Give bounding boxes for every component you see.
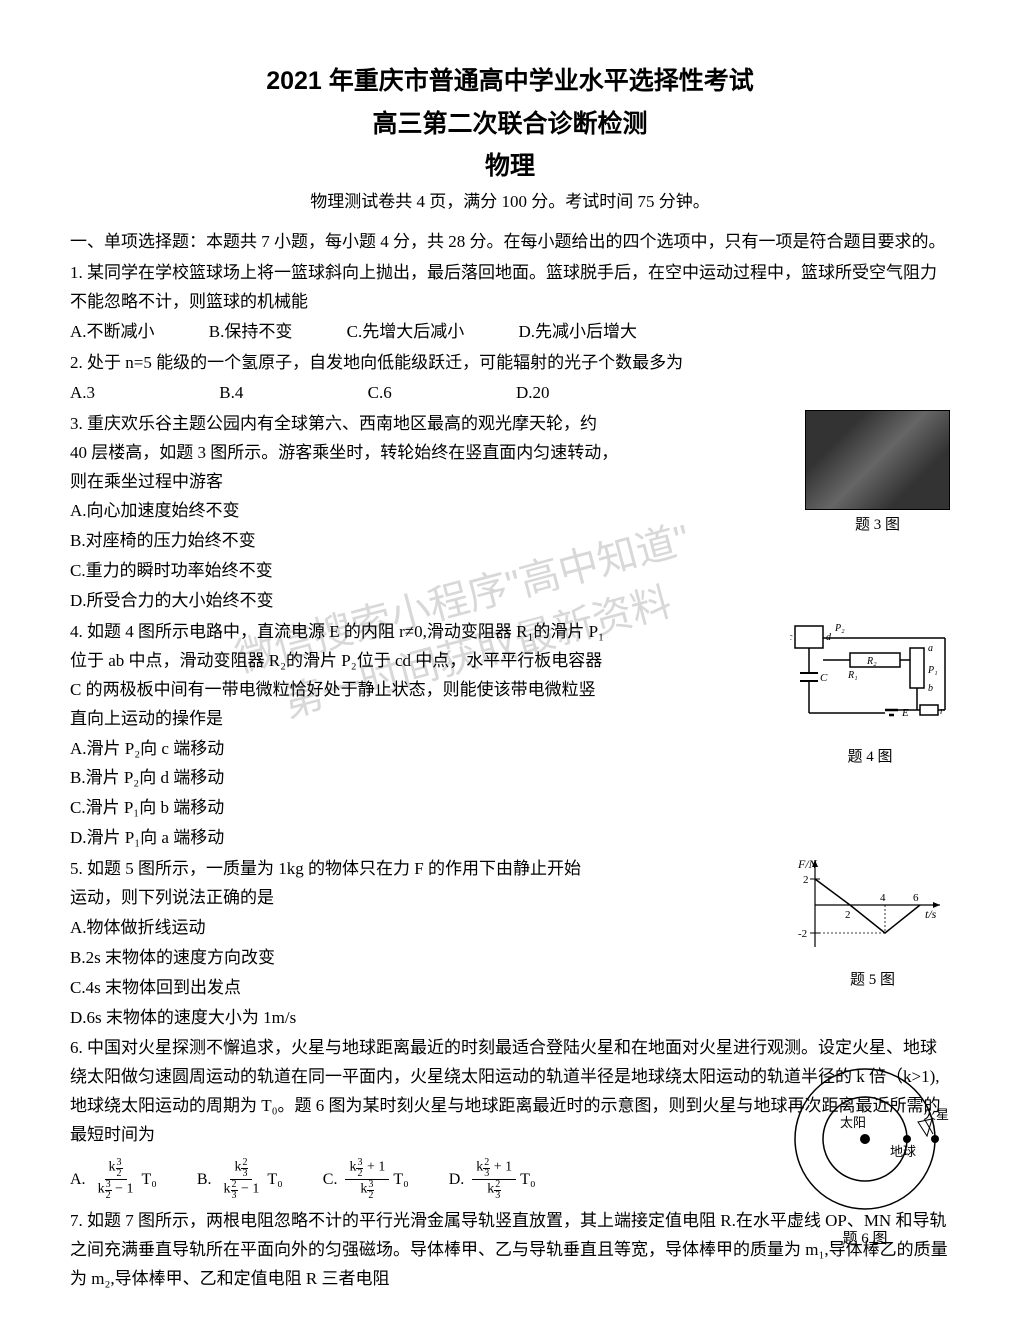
q5-text2: 运动，则下列说法正确的是 xyxy=(70,884,750,913)
q2-optC: C.6 xyxy=(368,379,392,408)
q2-text: 2. 处于 n=5 能级的一个氢原子，自发地向低能级跃迁，可能辐射的光子个数最多… xyxy=(70,349,950,378)
q1-text: 1. 某同学在学校篮球场上将一篮球斜向上抛出，最后落回地面。篮球脱手后，在空中运… xyxy=(70,259,950,317)
question-3: 题 3 图 3. 重庆欢乐谷主题公园内有全球第六、西南地区最高的观光摩天轮，约 … xyxy=(70,410,950,616)
q6-options: A. k32 k32 − 1 T₀ B. k23 k23 − 1 T₀ C. k… xyxy=(70,1158,610,1201)
q2-options: A.3 B.4 C.6 D.20 xyxy=(70,379,950,408)
svg-text:太阳: 太阳 xyxy=(840,1115,866,1130)
fig3-label: 题 3 图 xyxy=(805,513,950,539)
q4-text1: 4. 如题 4 图所示电路中，直流电源 E 的内阻 r≠0,滑动变阻器 R₁的滑… xyxy=(70,618,750,647)
orbit-diagram: 太阳 地球 火星 xyxy=(780,1064,950,1214)
svg-text:E: E xyxy=(901,707,909,719)
svg-text:地球: 地球 xyxy=(890,1144,916,1159)
q6-optB: B. k23 k23 − 1 T₀ xyxy=(197,1158,283,1201)
svg-text:t/s: t/s xyxy=(925,907,937,921)
q3-optD: D.所受合力的大小始终不变 xyxy=(70,587,950,616)
q6-optD: D. k23 + 1 k23 T₀ xyxy=(449,1158,536,1201)
svg-text:2: 2 xyxy=(845,909,851,921)
fig5-label: 题 5 图 xyxy=(795,968,950,994)
question-5: F/N t/s 2 -2 2 4 6 题 5 图 5. 如题 5 图所示，一质量… xyxy=(70,855,950,1032)
q6-optA: A. k32 k32 − 1 T₀ xyxy=(70,1158,157,1201)
svg-text:4: 4 xyxy=(880,892,886,904)
q1-options: A.不断减小 B.保持不变 C.先增大后减小 D.先减小后增大 xyxy=(70,318,950,347)
fig4-label: 题 4 图 xyxy=(790,745,950,771)
fraction-A: k32 k32 − 1 xyxy=(94,1158,138,1201)
q4-optC: C.滑片 P₁向 b 端移动 xyxy=(70,794,950,823)
q6-optC: C. k32 + 1 k32 T₀ xyxy=(323,1158,409,1201)
question-4: P₂ c d R₂ a P₁ b C R₁ E r xyxy=(70,618,950,853)
q2-optB: B.4 xyxy=(219,379,243,408)
title-sub1: 高三第二次联合诊断检测 xyxy=(70,103,950,146)
q3-optC: C.重力的瞬时功率始终不变 xyxy=(70,557,950,586)
svg-text:2: 2 xyxy=(803,874,809,886)
fraction-B: k23 k23 − 1 xyxy=(220,1158,264,1201)
svg-text:P₁: P₁ xyxy=(927,665,938,676)
q4-text3: C 的两极板中间有一带电微粒恰好处于静止状态，则能使该带电微粒竖 xyxy=(70,676,750,705)
q2-optA: A.3 xyxy=(70,379,95,408)
q3-text1: 3. 重庆欢乐谷主题公园内有全球第六、西南地区最高的观光摩天轮，约 xyxy=(70,410,750,439)
svg-text:a: a xyxy=(928,643,933,654)
svg-text:6: 6 xyxy=(913,892,919,904)
title-block: 2021 年重庆市普通高中学业水平选择性考试 高三第二次联合诊断检测 物理 物理… xyxy=(70,60,950,216)
q5-text1: 5. 如题 5 图所示，一质量为 1kg 的物体只在力 F 的作用下由静止开始 xyxy=(70,855,750,884)
q3-text3: 则在乘坐过程中游客 xyxy=(70,468,750,497)
q3-text2: 40 层楼高，如题 3 图所示。游客乘坐时，转轮始终在竖直面内匀速转动， xyxy=(70,439,750,468)
svg-text:c: c xyxy=(790,632,793,643)
q2-optD: D.20 xyxy=(516,379,550,408)
q1-optA: A.不断减小 xyxy=(70,318,155,347)
svg-text:R₁: R₁ xyxy=(847,670,858,681)
ferris-wheel-photo xyxy=(805,410,950,510)
svg-text:-2: -2 xyxy=(798,928,807,940)
svg-text:R₂: R₂ xyxy=(866,656,877,667)
exam-info: 物理测试卷共 4 页，满分 100 分。考试时间 75 分钟。 xyxy=(70,188,950,217)
q4-text2: 位于 ab 中点，滑动变阻器 R₂的滑片 P₂位于 cd 中点，水平平行板电容器 xyxy=(70,647,750,676)
figure-4: P₂ c d R₂ a P₁ b C R₁ E r xyxy=(790,618,950,771)
circuit-diagram: P₂ c d R₂ a P₁ b C R₁ E r xyxy=(790,618,950,733)
svg-text:F/N: F/N xyxy=(797,857,818,871)
svg-text:C: C xyxy=(820,672,828,684)
q1-optC: C.先增大后减小 xyxy=(347,318,465,347)
q5-optD: D.6s 末物体的速度大小为 1m/s xyxy=(70,1004,950,1033)
fraction-D: k23 + 1 k23 xyxy=(472,1158,516,1201)
question-7: 7. 如题 7 图所示，两根电阻忽略不计的平行光滑金属导轨竖直放置，其上端接定值… xyxy=(70,1207,950,1294)
q4-optD: D.滑片 P₁向 a 端移动 xyxy=(70,824,950,853)
q4-text4: 直向上运动的操作是 xyxy=(70,705,750,734)
question-1: 1. 某同学在学校篮球场上将一篮球斜向上抛出，最后落回地面。篮球脱手后，在空中运… xyxy=(70,259,950,347)
fraction-C: k32 + 1 k32 xyxy=(345,1158,389,1201)
force-time-chart: F/N t/s 2 -2 2 4 6 xyxy=(795,855,950,955)
figure-3: 题 3 图 xyxy=(805,410,950,539)
question-6: 太阳 地球 火星 题 6 图 6. 中国对火星探测不懈追求，火星与地球距离最近的… xyxy=(70,1034,950,1201)
title-sub2: 物理 xyxy=(70,145,950,188)
title-main: 2021 年重庆市普通高中学业水平选择性考试 xyxy=(70,60,950,103)
svg-text:r: r xyxy=(940,706,944,717)
q1-optB: B.保持不变 xyxy=(209,318,293,347)
section-1-head: 一、单项选择题：本题共 7 小题，每小题 4 分，共 28 分。在每小题给出的四… xyxy=(70,228,950,257)
svg-text:P₂: P₂ xyxy=(834,623,845,634)
svg-text:b: b xyxy=(928,683,933,694)
question-2: 2. 处于 n=5 能级的一个氢原子，自发地向低能级跃迁，可能辐射的光子个数最多… xyxy=(70,349,950,408)
q7-text: 7. 如题 7 图所示，两根电阻忽略不计的平行光滑金属导轨竖直放置，其上端接定值… xyxy=(70,1207,950,1294)
figure-5: F/N t/s 2 -2 2 4 6 题 5 图 xyxy=(795,855,950,993)
q1-optD: D.先减小后增大 xyxy=(518,318,637,347)
